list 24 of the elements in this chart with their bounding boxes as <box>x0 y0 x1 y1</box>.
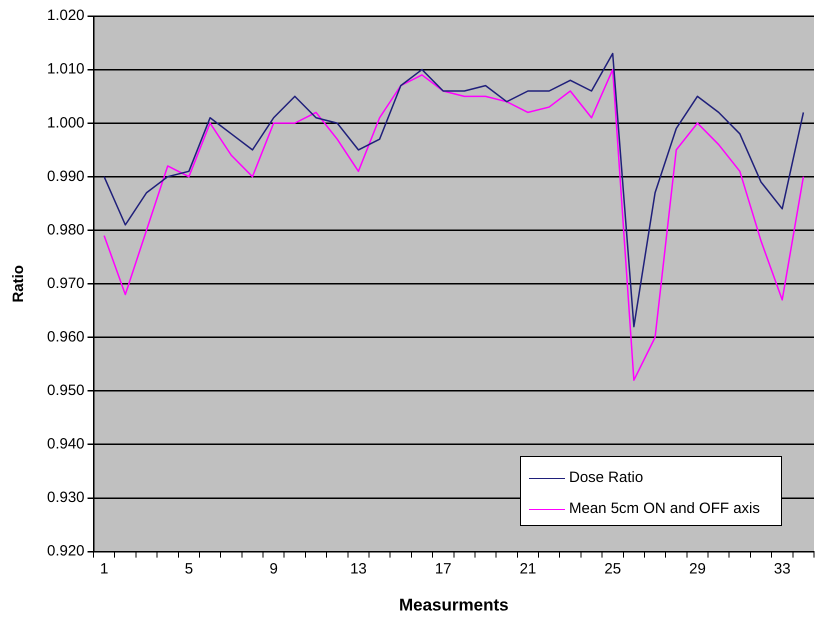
legend-label: Dose Ratio <box>569 468 644 486</box>
y-axis-title: Ratio <box>10 265 28 303</box>
y-tick-label: 0.940 <box>46 436 85 453</box>
x-tick-label: 1 <box>100 560 108 578</box>
x-tick-label: 33 <box>774 560 791 578</box>
x-tick-label: 13 <box>350 560 367 578</box>
x-tick-label: 21 <box>520 560 536 578</box>
y-tick-label: 0.930 <box>46 489 85 506</box>
y-tick-label: 1.010 <box>46 60 85 78</box>
y-tick-label: 1.000 <box>46 114 85 132</box>
y-tick-label: 0.920 <box>46 542 85 560</box>
y-tick-label: 1.020 <box>46 7 85 24</box>
x-tick-label: 25 <box>604 560 622 578</box>
legend-label: Mean 5cm ON and OFF axis <box>569 500 760 517</box>
x-axis-title: Measurments <box>398 595 509 614</box>
x-tick-label: 17 <box>434 560 452 578</box>
y-tick-label: 0.960 <box>46 328 85 346</box>
x-tick-label: 5 <box>184 560 194 578</box>
y-tick-label: 0.970 <box>46 274 85 292</box>
x-tick-label: 9 <box>269 560 278 578</box>
y-tick-label: 0.990 <box>46 168 85 185</box>
y-tick-label: 0.980 <box>46 221 85 238</box>
x-tick-label: 29 <box>689 560 706 578</box>
y-tick-label: 0.950 <box>46 382 85 400</box>
